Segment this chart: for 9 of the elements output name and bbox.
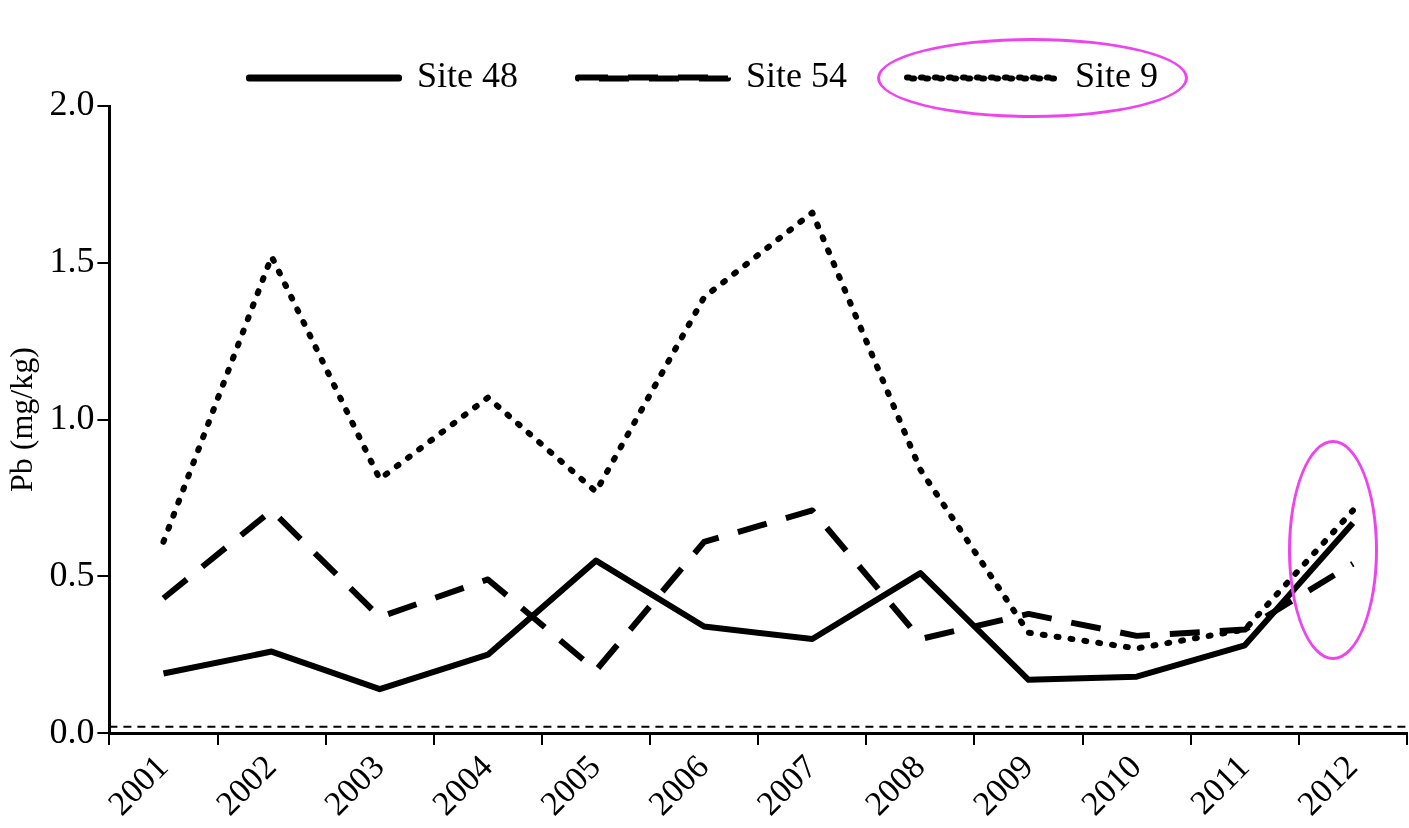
y-tick-label: 0.0	[49, 710, 95, 751]
y-axis-title: Pb (mg/kg)	[2, 347, 39, 492]
legend-label: Site 48	[416, 55, 519, 96]
y-tick-label: 0.5	[49, 553, 95, 594]
legend-label: Site 9	[1075, 55, 1159, 96]
y-tick-label: 1.0	[49, 396, 95, 437]
legend-label: Site 54	[746, 55, 848, 96]
y-tick-label: 2.0	[49, 83, 95, 124]
y-tick-label: 1.5	[49, 240, 95, 281]
